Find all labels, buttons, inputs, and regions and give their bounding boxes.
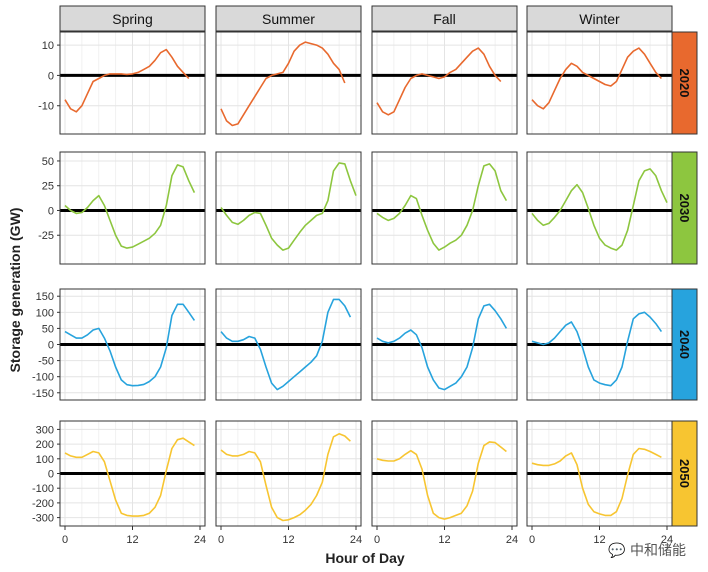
y-tick-label: -100: [32, 483, 54, 495]
panel-border: [215, 288, 362, 401]
strip-label-winter: Winter: [579, 11, 620, 27]
x-tick-label: 0: [374, 534, 380, 546]
y-tick-label: 150: [36, 291, 54, 303]
series-line-2040-summer: [220, 298, 352, 391]
series-line-2020-spring: [64, 48, 190, 113]
panel-border: [526, 31, 673, 135]
strip-label-summer: Summer: [262, 11, 315, 27]
y-tick-label: -100: [32, 372, 54, 384]
panel-border: [371, 31, 518, 135]
series-line-2030-winter: [531, 168, 668, 251]
year-label-2050: 2050: [677, 459, 692, 488]
y-tick-label: -150: [32, 388, 54, 400]
strip-summer: [215, 5, 362, 32]
panel-border: [215, 151, 362, 265]
series-line-2040-winter: [531, 311, 663, 387]
y-tick-label: -200: [32, 498, 54, 510]
strip-fall: [371, 5, 518, 32]
panel-border: [215, 31, 362, 135]
series-line-2050-fall: [376, 441, 507, 520]
series-line-2020-winter: [531, 47, 662, 110]
x-tick-label: 24: [194, 534, 206, 546]
watermark-text: 中和储能: [630, 543, 686, 559]
y-tick-label: 50: [42, 323, 54, 335]
y-tick-label: 0: [48, 70, 54, 82]
watermark: 💬 中和储能: [608, 540, 686, 560]
strip-spring: [59, 5, 206, 32]
y-tick-label: 0: [48, 469, 54, 481]
x-tick-label: 24: [661, 534, 673, 546]
series-line-2020-summer: [220, 41, 346, 127]
series-line-2020-fall: [376, 47, 502, 116]
x-tick-label: 0: [218, 534, 224, 546]
year-strip-2020: [669, 31, 698, 135]
x-tick-label: 0: [529, 534, 535, 546]
year-label-2020: 2020: [677, 69, 692, 98]
x-tick-label: 12: [126, 534, 138, 546]
panel-border: [59, 151, 206, 265]
y-tick-label: -300: [32, 513, 54, 525]
y-tick-label: 100: [36, 307, 54, 319]
y-tick-label: 300: [36, 424, 54, 436]
y-tick-label: 0: [48, 340, 54, 352]
panel-border: [371, 288, 518, 401]
series-line-2050-summer: [220, 432, 351, 522]
panel-border: [526, 288, 673, 401]
y-tick-label: 200: [36, 439, 54, 451]
y-tick-label: -10: [38, 101, 54, 113]
x-tick-label: 12: [282, 534, 294, 546]
series-line-2040-fall: [376, 303, 508, 391]
panel-border: [526, 151, 673, 265]
panel-border: [59, 288, 206, 401]
y-tick-label: 0: [48, 205, 54, 217]
series-line-2050-winter: [531, 447, 662, 517]
year-strip-2040: [669, 288, 698, 401]
y-tick-label: 100: [36, 454, 54, 466]
year-strip-2030: [669, 151, 698, 265]
x-tick-label: 0: [62, 534, 68, 546]
y-tick-label: 10: [42, 40, 54, 52]
series-line-2030-fall: [376, 163, 508, 251]
y-tick-label: -25: [38, 230, 54, 242]
x-tick-label: 12: [593, 534, 605, 546]
wechat-icon: 💬: [608, 543, 626, 559]
series-line-2030-summer: [220, 162, 357, 251]
strip-label-fall: Fall: [433, 11, 456, 27]
y-tick-label: 50: [42, 156, 54, 168]
series-line-2040-spring: [64, 303, 196, 387]
panel-border: [59, 31, 206, 135]
x-tick-label: 12: [438, 534, 450, 546]
y-tick-label: -50: [38, 356, 54, 368]
year-label-2030: 2030: [677, 194, 692, 223]
strip-label-spring: Spring: [112, 11, 152, 27]
series-line-2050-spring: [64, 437, 195, 517]
y-axis-title: Storage generation (GW): [7, 208, 23, 373]
x-tick-label: 24: [350, 534, 362, 546]
strip-winter: [526, 5, 673, 32]
y-tick-label: 25: [42, 181, 54, 193]
panel-border: [371, 151, 518, 265]
year-label-2040: 2040: [677, 330, 692, 359]
x-axis-title: Hour of Day: [325, 550, 405, 566]
series-line-2030-spring: [64, 164, 196, 249]
x-tick-label: 24: [506, 534, 518, 546]
